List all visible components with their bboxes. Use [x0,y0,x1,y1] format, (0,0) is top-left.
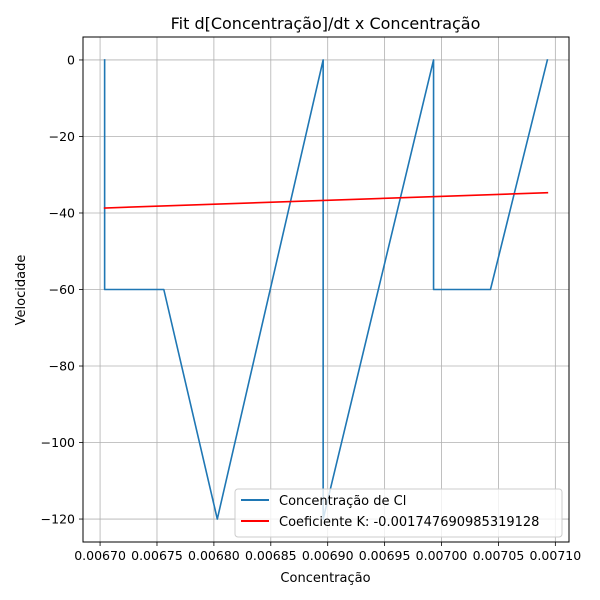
x-tick-label: 0.00685 [245,548,297,563]
y-tick-label: −120 [41,512,75,527]
y-tick-label: −20 [49,129,75,144]
x-tick-label: 0.00710 [529,548,581,563]
x-tick-label: 0.00705 [473,548,525,563]
series-line-0 [103,58,549,520]
y-axis-label: Velocidade [14,255,29,326]
legend-box [234,488,563,538]
y-tick-label: −80 [49,359,75,374]
x-axis-label: Concentração [280,571,370,586]
y-tick-label: −60 [49,282,75,297]
x-tick-label: 0.00695 [359,548,411,563]
y-tick-label: 0 [67,52,75,67]
legend-label-1: Coeficiente K: -0.0017476909853191​28 [279,515,539,530]
legend-label-0: Concentração de Cl [279,494,406,509]
x-tick-label: 0.00690 [302,548,354,563]
series [103,58,549,520]
axis-ticks: 0.00670 0.00675 0.00680 0.00685 0.00690 0.006… [41,52,582,563]
y-tick-label: −100 [41,435,75,450]
y-tick-label: −40 [49,205,75,220]
chart-title: Fit d[Concentração]/dt x Concentração [171,14,481,33]
x-tick-label: 0.00670 [74,548,126,563]
x-tick-label: 0.00700 [416,548,468,563]
x-tick-label: 0.00675 [131,548,183,563]
x-tick-label: 0.00680 [188,548,240,563]
grid [83,37,569,542]
legend: Concentração de Cl Coeficiente K: -0.001… [234,488,563,538]
series-line-1 [103,191,549,209]
